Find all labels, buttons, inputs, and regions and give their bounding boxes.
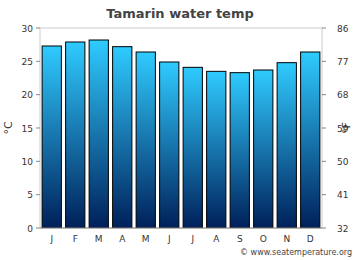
chart: Tamarin water temp0510152025303241505968… — [0, 0, 360, 260]
y-tick — [36, 228, 40, 229]
y-tick-label: 20 — [22, 90, 34, 100]
bars — [42, 40, 320, 228]
x-tick-label: J — [190, 234, 194, 244]
bar — [277, 63, 296, 228]
x-tick-label: A — [213, 234, 220, 244]
x-tick-label: J — [167, 234, 171, 244]
y2-tick — [322, 228, 326, 229]
y2-tick-label: 50 — [337, 157, 349, 167]
y2-tick-label: 86 — [337, 24, 349, 34]
x-axis — [40, 228, 322, 229]
y2-tick — [322, 61, 326, 62]
y2-tick-label: 68 — [337, 90, 349, 100]
bar — [160, 62, 179, 228]
x-tick-label: M — [95, 234, 103, 244]
bar — [136, 52, 155, 228]
x-tick-label: N — [283, 234, 290, 244]
y2-tick — [322, 194, 326, 195]
y-tick — [36, 94, 40, 95]
bar — [42, 46, 61, 228]
y2-tick — [322, 28, 326, 29]
plot-frame — [40, 28, 322, 228]
source: © www.seatemperature.org — [240, 248, 352, 257]
x-tick-label: F — [73, 234, 78, 244]
y-tick — [36, 161, 40, 162]
y2-tick — [322, 161, 326, 162]
y-tick-label: 15 — [22, 124, 33, 134]
bar — [207, 71, 226, 228]
y-tick — [36, 128, 40, 129]
x-tick-label: A — [119, 234, 126, 244]
y2-tick — [322, 128, 326, 129]
y2-tick — [322, 94, 326, 95]
bar — [254, 70, 273, 228]
y-tick-label: 30 — [22, 24, 34, 34]
x-tick-label: D — [307, 234, 314, 244]
y-tick — [36, 194, 40, 195]
x-tick-label: S — [237, 234, 243, 244]
bar — [230, 73, 249, 228]
y-tick-label: 10 — [22, 157, 34, 167]
y-tick — [36, 28, 40, 29]
y-axis-label: °C — [2, 121, 15, 135]
x-tick-label: O — [260, 234, 267, 244]
y2-axis-label: °F — [340, 122, 353, 134]
bar — [183, 67, 202, 228]
y-tick-label: 0 — [27, 224, 33, 234]
y2-tick-label: 77 — [337, 57, 348, 67]
title: Tamarin water temp — [106, 6, 254, 21]
y-tick-label: 5 — [27, 190, 33, 200]
bar — [66, 42, 85, 228]
x-tick-label: J — [49, 234, 53, 244]
x-tick-label: M — [142, 234, 150, 244]
y-tick-label: 25 — [22, 57, 33, 67]
y2-tick-label: 32 — [337, 224, 348, 234]
y2-tick-label: 41 — [337, 190, 348, 200]
bar — [113, 47, 132, 228]
y-tick — [36, 61, 40, 62]
bar — [301, 52, 320, 228]
bar — [89, 40, 108, 228]
